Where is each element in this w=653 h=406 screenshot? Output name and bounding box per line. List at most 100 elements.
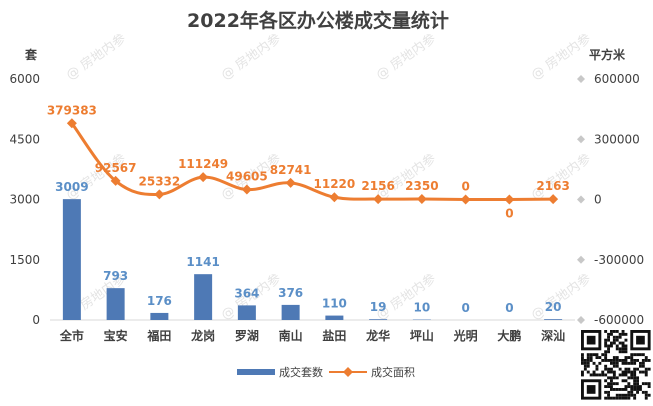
qr-module bbox=[592, 373, 596, 377]
bar-data-label: 1141 bbox=[186, 255, 219, 269]
qr-module bbox=[618, 388, 622, 391]
right-tick-label: 600000 bbox=[594, 72, 640, 86]
qr-module bbox=[636, 359, 639, 362]
line-point bbox=[285, 177, 296, 188]
legend-bar-swatch bbox=[237, 369, 275, 375]
legend-line-label: 成交面积 bbox=[371, 365, 415, 379]
qr-module bbox=[621, 359, 625, 362]
qr-module bbox=[595, 373, 599, 377]
line-data-label: 2156 bbox=[361, 179, 394, 193]
line-data-label: 0 bbox=[461, 180, 469, 194]
qr-module bbox=[630, 373, 634, 377]
line-data-label: 0 bbox=[505, 207, 513, 221]
qr-module bbox=[633, 393, 637, 397]
qr-module bbox=[633, 385, 637, 388]
qr-module bbox=[607, 382, 610, 386]
qr-module bbox=[618, 367, 622, 371]
bar-data-label: 364 bbox=[234, 286, 259, 300]
bar-data-label: 176 bbox=[147, 294, 172, 308]
qr-module bbox=[633, 367, 637, 371]
qr-module bbox=[618, 359, 622, 362]
qr-module bbox=[612, 335, 616, 339]
category-label: 龙华 bbox=[366, 328, 390, 343]
qr-module bbox=[612, 338, 616, 342]
qr-module bbox=[589, 353, 593, 357]
qr-module bbox=[621, 373, 625, 377]
qr-module bbox=[601, 373, 605, 377]
qr-module bbox=[595, 364, 599, 368]
qr-module bbox=[604, 390, 608, 394]
qr-module bbox=[618, 347, 622, 351]
watermark-text: @ 房地内参 bbox=[373, 151, 439, 204]
qr-module bbox=[630, 390, 634, 394]
bar-data-label: 19 bbox=[370, 300, 387, 314]
qr-module bbox=[636, 388, 639, 391]
qr-module bbox=[610, 382, 613, 386]
qr-module bbox=[581, 356, 584, 359]
category-label: 盐田 bbox=[322, 328, 346, 343]
qr-module bbox=[595, 367, 599, 371]
qr-module bbox=[610, 376, 613, 380]
qr-module bbox=[636, 353, 639, 357]
qr-module bbox=[612, 373, 616, 377]
qr-module bbox=[615, 361, 619, 365]
qr-module bbox=[604, 350, 608, 354]
qr-module bbox=[610, 367, 613, 371]
qr-module bbox=[627, 396, 631, 400]
qr-module bbox=[641, 390, 645, 394]
legend-line-marker bbox=[343, 367, 353, 377]
qr-module bbox=[624, 332, 628, 336]
qr-module bbox=[621, 396, 625, 400]
qr-module bbox=[641, 370, 645, 374]
qr-module bbox=[581, 373, 584, 377]
qr-module bbox=[624, 396, 628, 400]
qr-module bbox=[612, 388, 616, 391]
qr-module bbox=[630, 376, 634, 380]
qr-module bbox=[607, 385, 610, 388]
qr-module bbox=[621, 388, 625, 391]
bar bbox=[369, 319, 388, 320]
watermark-text: @ 房地内参 bbox=[63, 31, 129, 84]
line-data-label: 2163 bbox=[536, 179, 569, 193]
qr-module bbox=[612, 382, 616, 386]
qr-module bbox=[592, 353, 596, 357]
right-tick-marker bbox=[577, 316, 585, 324]
qr-module bbox=[604, 356, 608, 359]
qr-module bbox=[583, 367, 587, 371]
qr-module bbox=[636, 390, 639, 394]
qr-module bbox=[633, 361, 637, 365]
bar-data-label: 793 bbox=[103, 269, 128, 283]
left-tick-label: 6000 bbox=[9, 72, 40, 86]
left-tick-label: 4500 bbox=[9, 132, 40, 146]
qr-module bbox=[624, 379, 628, 383]
right-tick-marker bbox=[577, 135, 585, 144]
qr-module bbox=[581, 370, 584, 374]
qr-module bbox=[644, 373, 648, 377]
qr-module bbox=[641, 382, 645, 386]
qr-module bbox=[639, 370, 642, 374]
qr-module bbox=[644, 359, 648, 362]
qr-module bbox=[615, 359, 619, 362]
qr-module bbox=[615, 344, 619, 348]
qr-module bbox=[639, 364, 642, 368]
right-tick-marker bbox=[577, 195, 585, 204]
qr-module bbox=[604, 379, 608, 383]
qr-module bbox=[610, 359, 613, 362]
qr-module bbox=[583, 361, 587, 365]
qr-module bbox=[607, 376, 610, 380]
qr-module bbox=[621, 350, 625, 354]
bar-data-label: 3009 bbox=[55, 180, 88, 194]
qr-module bbox=[644, 370, 648, 374]
qr-module bbox=[627, 382, 631, 386]
qr-module bbox=[612, 359, 616, 362]
qr-module bbox=[610, 385, 613, 388]
qr-finder-core bbox=[636, 335, 645, 345]
bar-data-label: 0 bbox=[505, 301, 513, 315]
qr-module bbox=[647, 367, 651, 371]
qr-module bbox=[612, 361, 616, 365]
line-point bbox=[198, 172, 209, 183]
qr-module bbox=[586, 361, 590, 365]
qr-module bbox=[583, 359, 587, 362]
qr-module bbox=[610, 388, 613, 391]
